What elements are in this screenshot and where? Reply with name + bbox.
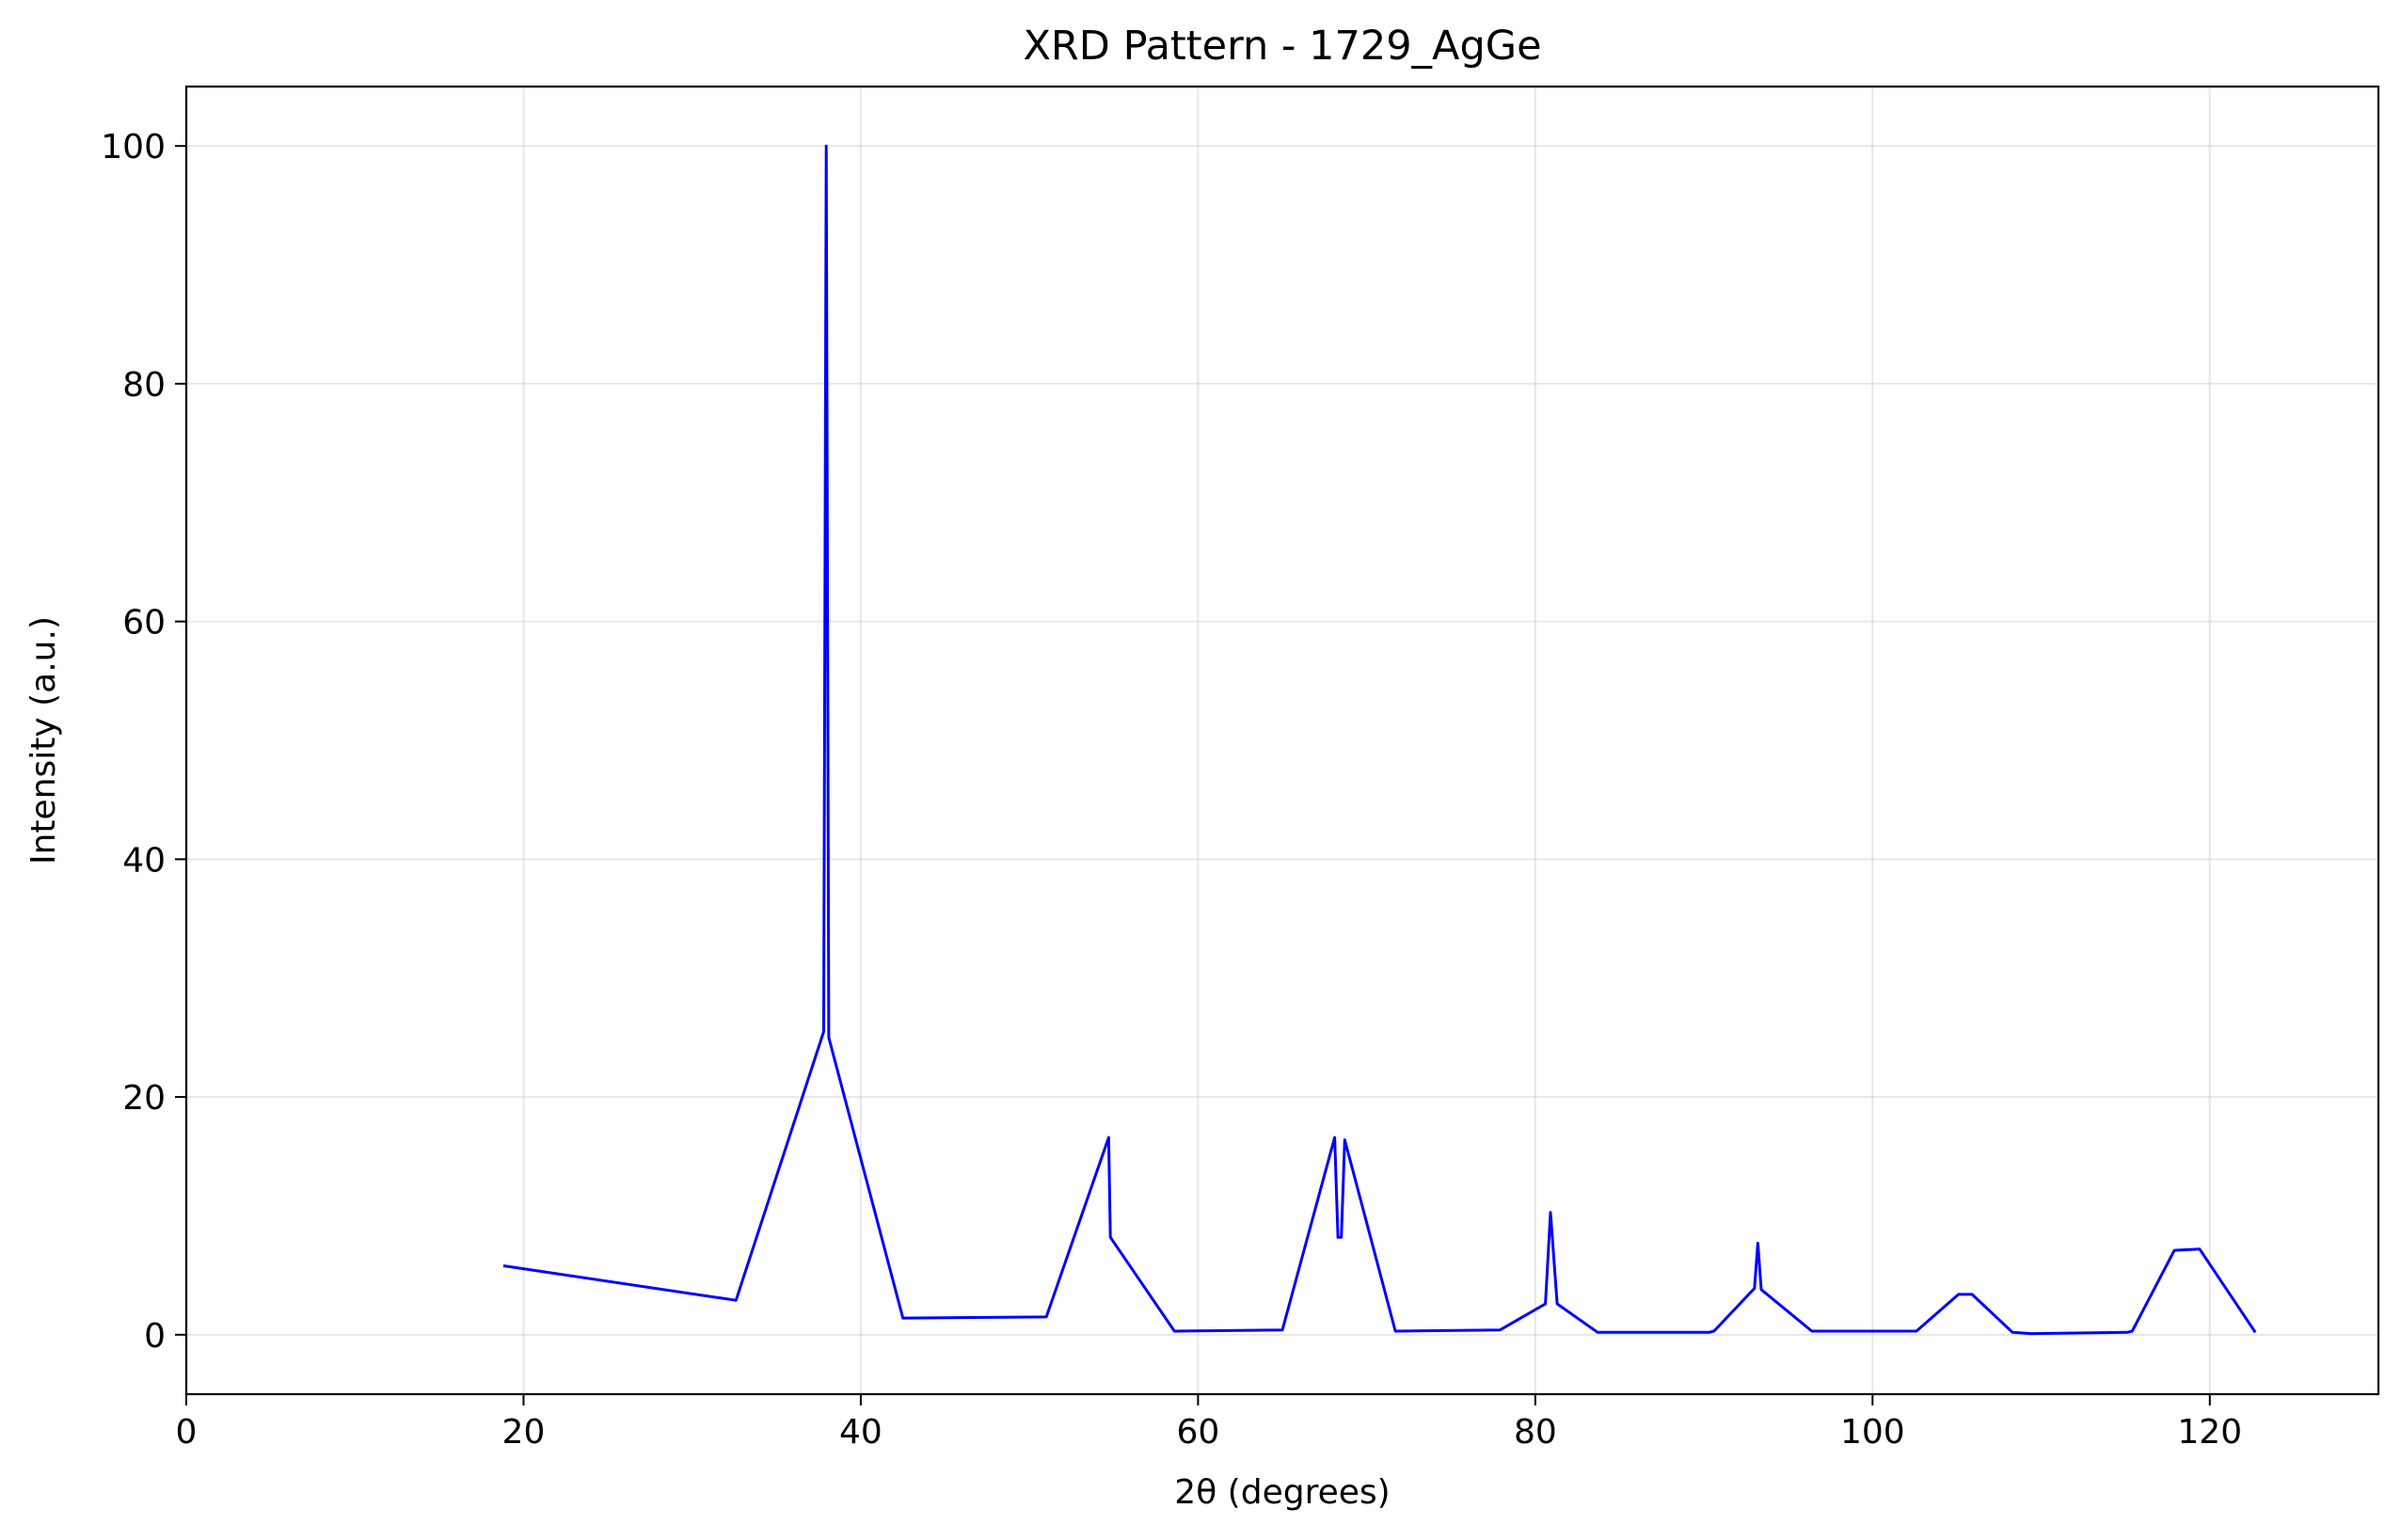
y-tick-label: 80 [122,366,166,405]
chart-title: XRD Pattern - 1729_AgGe [1023,23,1541,70]
x-tick-label: 120 [2177,1413,2242,1452]
y-tick-label: 40 [122,841,166,880]
x-tick-label: 60 [1176,1413,1219,1452]
grid-lines [185,87,2378,1394]
x-tick-label: 20 [502,1413,546,1452]
x-tick-label: 0 [176,1413,198,1452]
y-tick-label: 60 [122,604,166,643]
series-layer [502,144,2257,1336]
x-tick-label: 80 [1514,1413,1557,1452]
plot-frame [184,85,2380,1396]
x-axis-title: 2θ (degrees) [1174,1473,1390,1512]
y-axis-ticks: 0 20 40 60 80 100 [101,128,186,1356]
x-tick-label: 100 [1840,1413,1905,1452]
x-tick-label: 40 [839,1413,882,1452]
x-axis-ticks: 0 20 40 60 80 100 120 [176,1394,2242,1452]
y-tick-label: 0 [144,1317,166,1356]
series-line [502,144,2257,1336]
y-tick-label: 20 [122,1079,166,1118]
y-tick-label: 100 [101,128,166,167]
y-axis-title: Intensity (a.u.) [24,616,63,865]
